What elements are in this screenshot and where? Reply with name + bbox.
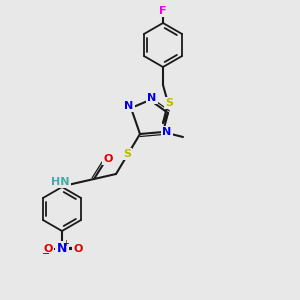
Text: O: O <box>43 244 53 254</box>
Text: S: S <box>123 149 131 159</box>
Text: +: + <box>63 239 69 248</box>
Text: O: O <box>103 154 113 164</box>
Text: HN: HN <box>52 177 70 187</box>
Text: −: − <box>42 249 50 259</box>
Text: N: N <box>124 101 134 111</box>
Text: S: S <box>165 98 173 108</box>
Text: N: N <box>147 93 157 103</box>
Text: F: F <box>159 6 167 16</box>
Text: O: O <box>73 244 83 254</box>
Text: N: N <box>57 242 67 256</box>
Text: N: N <box>162 127 172 137</box>
